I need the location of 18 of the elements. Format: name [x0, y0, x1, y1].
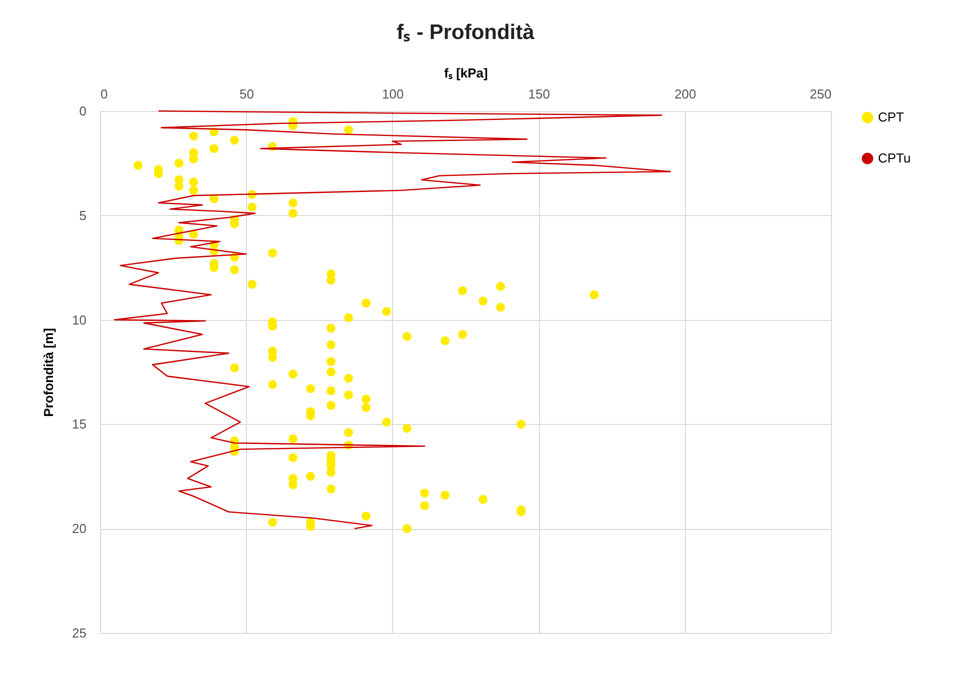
x-tick-label: 150	[528, 86, 550, 102]
y-tick-label: 15	[72, 416, 86, 432]
y-tick-label: 10	[72, 312, 86, 328]
x-tick-label: 50	[239, 86, 254, 102]
line-series	[114, 110, 671, 530]
x-tick-label: 200	[674, 86, 696, 102]
y-axis-title: Profondità [m]	[41, 328, 56, 417]
legend-label: CPT	[878, 110, 904, 124]
x-axis-title: fₛ [kPa]	[444, 66, 488, 80]
x-tick-label: 100	[382, 86, 404, 102]
y-tick-label: 5	[79, 208, 86, 223]
chart-title: fₛ - Profondità	[396, 21, 535, 44]
x-tick-label: 250	[810, 86, 832, 102]
y-tick-label: 20	[72, 521, 86, 536]
x-tick-label: 0	[100, 86, 108, 102]
y-tick-label: 25	[72, 626, 86, 640]
y-tick-label: 0	[79, 104, 86, 118]
legend-label: CPTu	[878, 150, 911, 166]
